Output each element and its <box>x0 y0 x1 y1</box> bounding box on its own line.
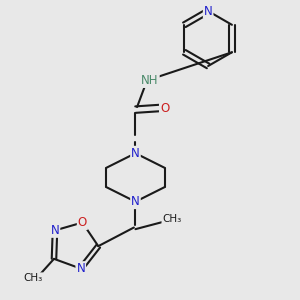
Text: O: O <box>160 101 169 115</box>
Text: N: N <box>204 4 212 18</box>
Text: N: N <box>131 147 140 160</box>
Text: N: N <box>76 262 85 275</box>
Text: CH₃: CH₃ <box>162 214 182 224</box>
Text: O: O <box>78 216 87 229</box>
Text: NH: NH <box>141 74 159 87</box>
Text: N: N <box>51 224 59 237</box>
Text: N: N <box>131 195 140 208</box>
Text: CH₃: CH₃ <box>23 273 43 283</box>
